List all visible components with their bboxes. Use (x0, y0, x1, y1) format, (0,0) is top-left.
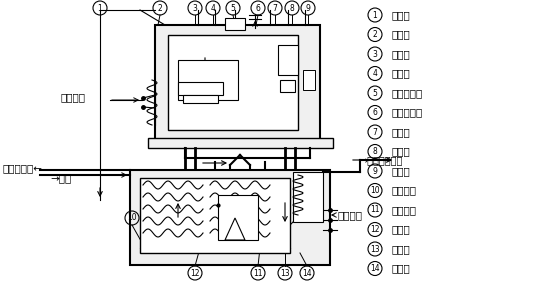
Bar (130, 170, 330, 265)
Text: ピトー管: ピトー管 (392, 205, 417, 215)
Text: 11: 11 (253, 268, 263, 278)
Text: →コンサベータ: →コンサベータ (360, 155, 403, 165)
Text: 1: 1 (373, 10, 377, 20)
Text: 2: 2 (158, 4, 163, 12)
Text: 変圧器本体←: 変圧器本体← (2, 163, 42, 173)
Bar (280, 80, 295, 92)
Bar (293, 172, 323, 222)
Bar (183, 95, 218, 103)
Bar (168, 35, 298, 130)
Text: 14: 14 (370, 264, 380, 273)
Text: 3: 3 (373, 49, 377, 59)
Text: 11: 11 (370, 205, 380, 215)
Text: 14: 14 (302, 268, 312, 278)
Text: 9: 9 (373, 166, 377, 176)
Text: 8: 8 (373, 147, 377, 156)
Text: 1: 1 (98, 4, 103, 12)
Bar (140, 178, 290, 253)
Bar (225, 18, 245, 30)
Text: 6: 6 (373, 108, 377, 117)
Bar (155, 25, 320, 145)
Text: 9: 9 (306, 4, 310, 12)
Text: 13: 13 (280, 268, 290, 278)
Text: 油面計: 油面計 (392, 166, 411, 176)
Text: ガス室: ガス室 (392, 147, 411, 157)
Text: 導　管: 導 管 (392, 127, 411, 137)
Text: 4: 4 (373, 69, 377, 78)
Text: 電磁石: 電磁石 (392, 68, 411, 78)
Text: 5: 5 (373, 89, 377, 97)
Text: 7: 7 (373, 128, 377, 136)
Bar (178, 60, 238, 100)
Text: う　き: う き (392, 49, 411, 59)
Text: 6: 6 (255, 4, 260, 12)
Text: 4: 4 (211, 4, 215, 12)
Text: 防振おおい: 防振おおい (392, 88, 423, 98)
Text: 2: 2 (373, 30, 377, 39)
Text: 7: 7 (273, 4, 278, 12)
Text: 8: 8 (289, 4, 294, 12)
Text: ガス抜き弁: ガス抜き弁 (392, 107, 423, 118)
Bar (303, 70, 315, 90)
Text: 10: 10 (370, 186, 380, 195)
Text: ピトー管: ピトー管 (392, 186, 417, 195)
Text: 連結管: 連結管 (392, 10, 411, 20)
Text: →油流: →油流 (50, 173, 71, 183)
Text: 12: 12 (190, 268, 200, 278)
Text: 一段出力: 一段出力 (60, 92, 85, 102)
Text: 13: 13 (370, 244, 380, 253)
Bar (148, 138, 333, 148)
Text: ベロー: ベロー (392, 224, 411, 234)
Text: 5: 5 (231, 4, 235, 12)
Bar (278, 45, 298, 75)
Text: 接　点: 接 点 (392, 263, 411, 274)
Text: 電磁石: 電磁石 (392, 244, 411, 254)
Bar (178, 82, 223, 95)
Text: 接　点: 接 点 (392, 30, 411, 39)
Text: 3: 3 (193, 4, 198, 12)
Text: 10: 10 (127, 213, 137, 223)
Text: 12: 12 (370, 225, 380, 234)
Text: 二段出力: 二段出力 (338, 210, 363, 220)
Bar (218, 195, 258, 240)
